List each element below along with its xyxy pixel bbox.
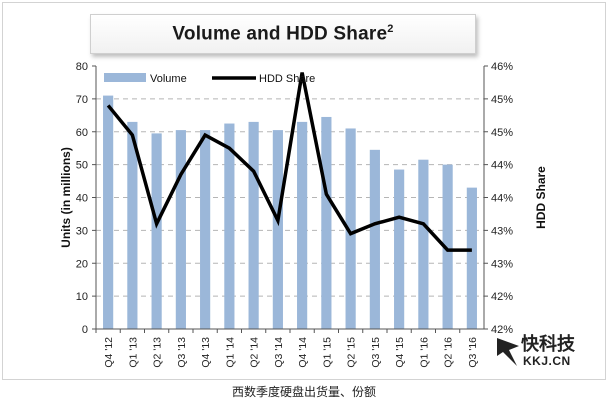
logo-text: 快科技 — [521, 334, 575, 355]
volume-bar — [272, 130, 283, 329]
x-tick-label: Q2 '13 — [152, 337, 164, 368]
x-tick-label: Q2 '14 — [249, 337, 261, 368]
x-tick-label: Q2 '15 — [346, 337, 358, 368]
y-tick-label: 70 — [76, 94, 88, 106]
y-axis-title: Units (in millions) — [59, 147, 73, 248]
x-tick-label: Q3 '16 — [467, 337, 479, 368]
volume-bar — [175, 130, 186, 329]
volume-bar — [297, 121, 308, 329]
y2-tick-label: 44% — [491, 193, 513, 205]
y-tick-label: 30 — [76, 225, 88, 237]
y2-tick-label: 45% — [491, 94, 513, 106]
x-tick-label: Q4 '15 — [394, 337, 406, 368]
y2-tick-label: 46% — [491, 61, 513, 73]
y2-tick-label: 42% — [491, 291, 513, 303]
volume-bar — [394, 169, 405, 329]
volume-bar — [151, 133, 162, 329]
y2-tick-label: 44% — [491, 160, 513, 172]
x-tick-label: Q1 '13 — [127, 337, 139, 368]
x-tick-label: Q1 '14 — [224, 337, 236, 368]
volume-bar — [200, 130, 211, 329]
legend-swatch-volume — [104, 73, 146, 82]
legend-label-volume: Volume — [150, 73, 187, 85]
x-tick-label: Q1 '15 — [321, 337, 333, 368]
x-tick-label: Q1 '16 — [418, 337, 430, 368]
x-tick-label: Q4 '12 — [103, 337, 115, 368]
volume-bar — [369, 149, 380, 329]
y2-tick-label: 45% — [491, 127, 513, 139]
volume-bar — [321, 116, 332, 329]
volume-bar — [224, 123, 235, 329]
x-tick-label: Q2 '16 — [443, 337, 455, 368]
y2-tick-label: 43% — [491, 258, 513, 270]
y-tick-label: 60 — [76, 127, 88, 139]
image-caption: 西数季度硬盘出货量、份额 — [231, 385, 376, 399]
y-tick-label: 10 — [76, 291, 88, 303]
bird-logo-icon — [497, 338, 519, 366]
title-superscript: 2 — [387, 22, 394, 35]
volume-bar — [127, 121, 138, 329]
volume-bar — [345, 128, 356, 329]
y-tick-label: 20 — [76, 258, 88, 270]
y-tick-label: 50 — [76, 160, 88, 172]
y-tick-label: 80 — [76, 61, 88, 73]
y2-axis-title: HDD Share — [534, 166, 548, 229]
legend-label-hdd-share: HDD Share — [259, 73, 315, 85]
volume-bar — [466, 187, 477, 329]
site-logo: 快科技 KKJ.CN — [495, 330, 600, 374]
volume-bar — [418, 159, 429, 329]
x-tick-label: Q3 '14 — [273, 337, 285, 368]
y-tick-label: 40 — [76, 193, 88, 205]
chart-title-box: Volume and HDD Share2 — [90, 14, 476, 54]
x-tick-label: Q3 '15 — [370, 337, 382, 368]
x-tick-label: Q4 '13 — [200, 337, 212, 368]
chart-title: Volume and HDD Share2 — [172, 22, 394, 45]
volume-bar — [248, 121, 259, 329]
y-tick-label: 0 — [82, 324, 88, 336]
volume-bar — [103, 95, 114, 330]
y2-tick-label: 42% — [491, 324, 513, 336]
y2-tick-label: 43% — [491, 225, 513, 237]
volume-bar — [442, 164, 453, 329]
hdd-share-line — [106, 72, 472, 252]
x-tick-label: Q3 '13 — [176, 337, 188, 368]
x-tick-label: Q4 '14 — [297, 337, 309, 368]
logo-domain: KKJ.CN — [523, 354, 571, 368]
